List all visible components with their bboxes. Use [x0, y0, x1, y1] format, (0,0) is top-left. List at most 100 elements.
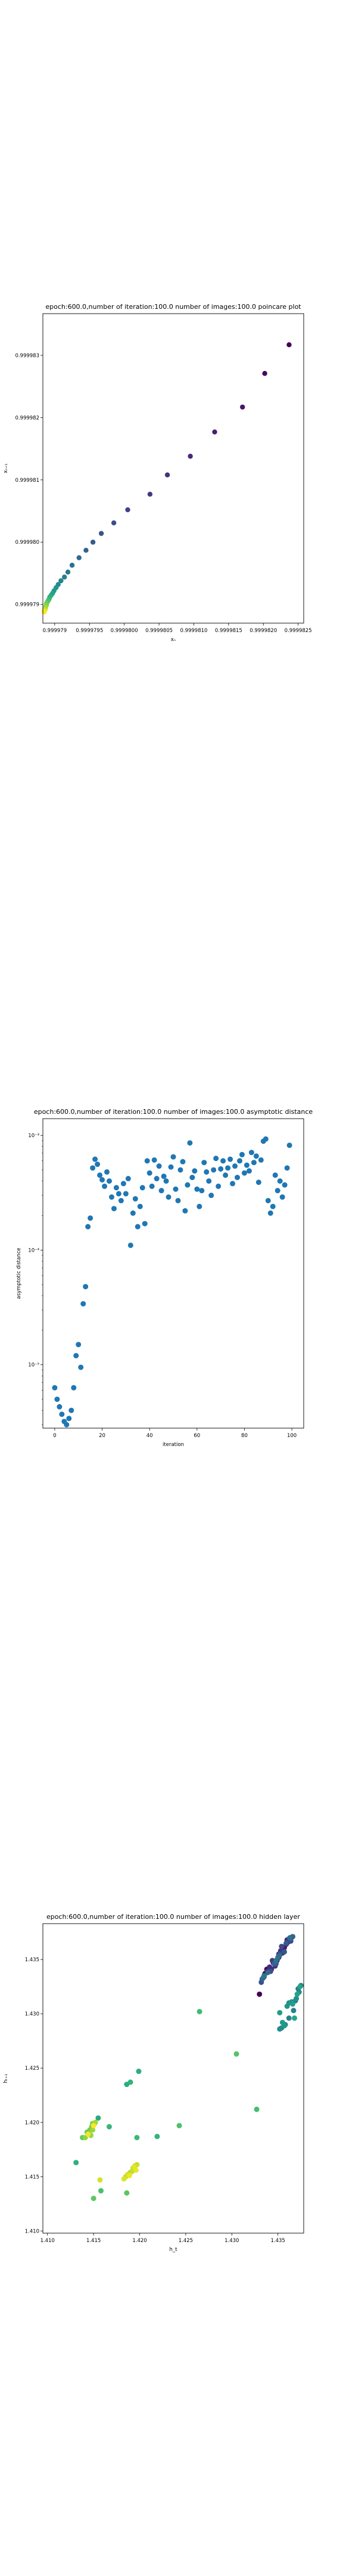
asymptotic-data-point: [108, 1194, 114, 1200]
hidden-data-point: [283, 1940, 289, 1946]
asymptotic-data-point: [230, 1181, 236, 1187]
asymptotic-data-point: [83, 1284, 89, 1290]
hidden-data-point: [73, 2160, 79, 2166]
asymptotic-data-point: [180, 1159, 186, 1165]
asymptotic-data-point: [139, 1185, 145, 1191]
poincare-x-tick-label: 0.9999805: [145, 628, 173, 634]
asymptotic-data-point: [151, 1157, 157, 1163]
asymptotic-data-point: [241, 1170, 247, 1176]
asymptotic-data-point: [282, 1182, 288, 1188]
hidden-y-tick-label: 1.420: [25, 2120, 39, 2126]
asymptotic-title: epoch:600.0,number of iteration:100.0 nu…: [34, 1108, 313, 1116]
hidden-data-point: [297, 1984, 303, 1990]
asymptotic-data-point: [52, 1385, 58, 1391]
poincare-y-axis-label: xₙ₊₁: [3, 463, 9, 473]
asymptotic-x-tick-label: 80: [241, 1433, 248, 1439]
poincare-y-tick-label: 0.999979: [15, 602, 39, 608]
hidden-x-tick-label: 1.410: [40, 2238, 55, 2244]
poincare-y-tick-label: 0.999980: [15, 540, 39, 546]
hidden-y-tick-label: 1.415: [25, 2174, 39, 2180]
asymptotic-data-point: [111, 1206, 117, 1212]
asymptotic-data-point: [92, 1156, 98, 1162]
hidden-x-tick-label: 1.425: [179, 2238, 193, 2244]
asymptotic-data-point: [248, 1150, 254, 1156]
asymptotic-plot-frame: [42, 1118, 304, 1429]
asymptotic-data-point: [263, 1136, 269, 1142]
asymptotic-data-point: [251, 1160, 257, 1166]
poincare-y-tick-label: 0.999983: [15, 353, 39, 359]
asymptotic-data-point: [166, 1194, 172, 1200]
poincare-data-point: [164, 472, 170, 478]
asymptotic-data-point: [123, 1191, 129, 1197]
asymptotic-data-point: [132, 1196, 138, 1202]
asymptotic-data-point: [168, 1164, 174, 1170]
hidden-x-axis-label: h_t: [170, 2247, 178, 2253]
poincare-data-point: [188, 453, 193, 459]
asymptotic-distance-chart: epoch:600.0,number of iteration:100.0 nu…: [16, 1108, 313, 1448]
asymptotic-distance-panel: epoch:600.0,number of iteration:100.0 nu…: [0, 1091, 343, 1473]
asymptotic-data-point: [127, 1242, 133, 1248]
hidden-data-point: [277, 2026, 283, 2032]
hidden-y-axis-label: hₜ₊₁: [3, 2074, 9, 2083]
poincare-data-point: [286, 342, 292, 348]
poincare-data-point: [62, 574, 67, 580]
hidden-data-point: [281, 1949, 287, 1955]
asymptotic-data-point: [99, 1177, 105, 1183]
asymptotic-data-point: [142, 1221, 148, 1227]
asymptotic-data-point: [211, 1167, 217, 1173]
hidden-data-point: [275, 1954, 281, 1960]
hidden-data-point: [294, 1996, 300, 2002]
hidden-data-point: [97, 2177, 103, 2183]
asymptotic-data-point: [66, 1416, 72, 1422]
asymptotic-data-point: [265, 1197, 271, 1203]
asymptotic-data-point: [246, 1168, 252, 1174]
hidden-data-point: [176, 2123, 182, 2129]
asymptotic-data-point: [194, 1186, 200, 1192]
asymptotic-data-point: [158, 1188, 164, 1194]
asymptotic-y-tick-label: 10⁻⁵: [28, 1363, 39, 1368]
poincare-x-axis-label: xₙ: [171, 637, 176, 643]
hidden-data-point: [233, 2051, 239, 2057]
asymptotic-data-point: [284, 1165, 290, 1171]
hidden-data-point: [95, 2115, 101, 2121]
asymptotic-data-point: [88, 1215, 93, 1221]
hidden-y-tick-label: 1.425: [25, 2066, 39, 2072]
hidden-data-point: [294, 1991, 300, 1997]
asymptotic-data-point: [258, 1157, 264, 1163]
hidden-data-point: [91, 2123, 96, 2129]
hidden-plot-frame: [42, 1923, 304, 2234]
hidden-data-point: [261, 1973, 267, 1979]
asymptotic-x-tick-label: 0: [53, 1433, 56, 1439]
asymptotic-data-point: [135, 1224, 141, 1230]
poincare-y-tick-label: 0.999982: [15, 415, 39, 421]
poincare-y-tick-label: 0.999981: [15, 478, 39, 484]
poincare-data-point: [98, 531, 104, 536]
poincare-data-point: [69, 562, 75, 568]
asymptotic-data-point: [239, 1151, 245, 1157]
asymptotic-y-tick-label: 10⁻³: [28, 1133, 39, 1139]
hidden-layer-chart: epoch:600.0,number of iteration:100.0 nu…: [3, 1913, 304, 2253]
hidden-data-point: [197, 2009, 202, 2015]
hidden-data-point: [121, 2176, 127, 2182]
hidden-data-point: [287, 1935, 293, 1941]
asymptotic-data-point: [146, 1170, 152, 1176]
hidden-data-point: [134, 2135, 140, 2141]
asymptotic-data-point: [104, 1169, 110, 1175]
asymptotic-data-point: [235, 1175, 241, 1181]
asymptotic-data-point: [120, 1181, 126, 1187]
asymptotic-y-axis-label: asymptotic distance: [16, 1248, 22, 1299]
asymptotic-data-point: [277, 1178, 283, 1184]
asymptotic-data-point: [149, 1183, 155, 1189]
asymptotic-x-tick-label: 40: [146, 1433, 153, 1439]
hidden-title: epoch:600.0,number of iteration:100.0 nu…: [46, 1913, 300, 1921]
asymptotic-data-point: [59, 1411, 65, 1417]
hidden-data-point: [127, 2079, 133, 2085]
poincare-data-point: [111, 520, 117, 526]
hidden-data-point: [286, 2015, 292, 2021]
asymptotic-data-point: [116, 1191, 121, 1197]
asymptotic-data-point: [216, 1183, 222, 1189]
asymptotic-data-point: [189, 1175, 195, 1181]
asymptotic-data-point: [255, 1179, 261, 1185]
poincare-data-point: [90, 540, 96, 545]
asymptotic-data-point: [175, 1197, 181, 1203]
